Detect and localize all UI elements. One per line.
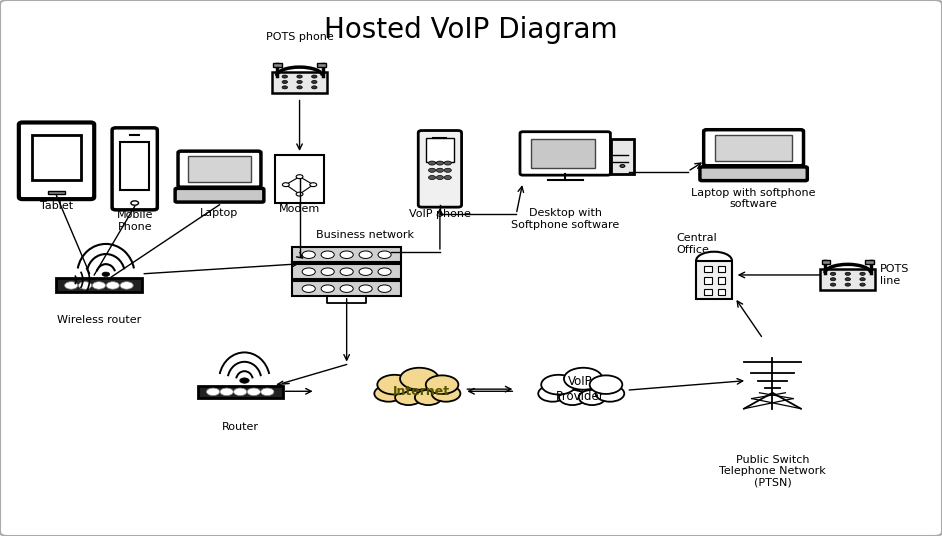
Text: Tablet: Tablet [40, 201, 73, 211]
Bar [704, 278, 712, 284]
Circle shape [431, 385, 461, 401]
Circle shape [590, 375, 623, 394]
Circle shape [378, 285, 391, 293]
Bar [611, 139, 634, 174]
Circle shape [359, 268, 372, 276]
Circle shape [92, 282, 106, 289]
FancyBboxPatch shape [704, 130, 804, 166]
Circle shape [860, 278, 866, 281]
Circle shape [395, 390, 422, 405]
Circle shape [378, 375, 412, 394]
Bar [198, 386, 283, 398]
Circle shape [102, 272, 109, 277]
Text: VoIP
Provider: VoIP Provider [556, 375, 605, 403]
Circle shape [302, 285, 316, 293]
Circle shape [282, 75, 287, 78]
Circle shape [860, 272, 866, 276]
Circle shape [359, 251, 372, 258]
FancyBboxPatch shape [700, 167, 807, 181]
Circle shape [78, 282, 91, 289]
Bar [696, 260, 732, 299]
Circle shape [431, 385, 461, 401]
Circle shape [830, 272, 836, 276]
Circle shape [374, 385, 403, 401]
Circle shape [131, 201, 138, 205]
Text: Desktop with
Softphone software: Desktop with Softphone software [512, 208, 619, 229]
Circle shape [564, 368, 603, 390]
Bar [317, 63, 326, 67]
Circle shape [445, 168, 451, 172]
Circle shape [429, 161, 435, 165]
Text: Laptop: Laptop [201, 208, 238, 218]
Circle shape [120, 282, 133, 289]
Bar [718, 278, 725, 284]
Circle shape [436, 168, 444, 172]
Circle shape [321, 268, 334, 276]
Text: Router: Router [221, 422, 259, 433]
Bar [273, 63, 282, 67]
Circle shape [830, 283, 836, 286]
FancyBboxPatch shape [175, 188, 264, 202]
Circle shape [400, 368, 439, 390]
Circle shape [374, 385, 403, 401]
Circle shape [312, 80, 317, 84]
Bar [56, 278, 142, 292]
Circle shape [445, 175, 451, 180]
Circle shape [436, 175, 444, 180]
Circle shape [220, 388, 234, 396]
Bar [866, 260, 874, 264]
Circle shape [542, 375, 576, 394]
Circle shape [845, 272, 851, 276]
Circle shape [283, 183, 289, 187]
Text: Business network: Business network [316, 230, 414, 241]
Circle shape [282, 80, 287, 84]
Circle shape [261, 388, 274, 396]
Circle shape [620, 165, 625, 167]
Circle shape [559, 390, 586, 405]
Circle shape [538, 385, 567, 401]
Text: POTS phone: POTS phone [266, 32, 333, 42]
Bar [187, 157, 252, 182]
FancyBboxPatch shape [418, 130, 462, 207]
Circle shape [340, 251, 353, 258]
Circle shape [312, 86, 317, 89]
Circle shape [414, 390, 442, 405]
Circle shape [310, 183, 317, 187]
Circle shape [234, 388, 247, 396]
Circle shape [395, 390, 422, 405]
Circle shape [590, 375, 623, 394]
Bar [704, 288, 712, 295]
Bar [32, 136, 81, 180]
Text: Internet: Internet [393, 385, 449, 398]
Circle shape [595, 385, 625, 401]
Circle shape [378, 268, 391, 276]
Bar [292, 281, 400, 296]
Text: POTS
line: POTS line [880, 264, 909, 286]
Text: VoIP phone: VoIP phone [409, 209, 471, 219]
Circle shape [297, 80, 302, 84]
Circle shape [578, 390, 606, 405]
Circle shape [436, 161, 444, 165]
Circle shape [445, 161, 451, 165]
Bar [821, 260, 830, 264]
Bar [718, 288, 725, 295]
FancyBboxPatch shape [520, 132, 610, 175]
Circle shape [340, 268, 353, 276]
Circle shape [302, 251, 316, 258]
Circle shape [414, 390, 442, 405]
Bar [292, 264, 400, 279]
Circle shape [559, 390, 586, 405]
Circle shape [239, 378, 249, 383]
Circle shape [538, 385, 567, 401]
Bar [704, 266, 712, 272]
Text: Modem: Modem [279, 204, 320, 214]
Circle shape [312, 75, 317, 78]
Circle shape [400, 368, 439, 390]
Circle shape [860, 283, 866, 286]
Circle shape [296, 192, 303, 196]
Circle shape [429, 175, 435, 180]
Text: Wireless router: Wireless router [57, 315, 141, 325]
Circle shape [340, 285, 353, 293]
Text: Mobile
Phone: Mobile Phone [117, 210, 153, 232]
